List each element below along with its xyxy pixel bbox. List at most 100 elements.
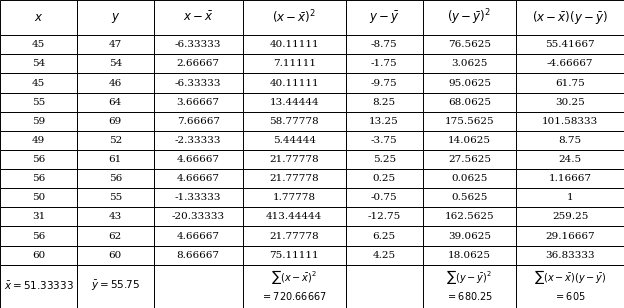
Text: 8.75: 8.75: [558, 136, 582, 145]
Text: 58.77778: 58.77778: [270, 117, 319, 126]
Bar: [243, 112, 346, 131]
Text: 50: 50: [32, 193, 45, 202]
Bar: [516, 265, 624, 308]
Bar: [0, 207, 77, 226]
Text: $\sum(x-\bar{x})(y-\bar{y})$: $\sum(x-\bar{x})(y-\bar{y})$: [534, 268, 607, 286]
Bar: [516, 74, 624, 93]
Bar: [422, 150, 516, 169]
Bar: [243, 150, 346, 169]
Bar: [154, 188, 243, 207]
Bar: [77, 188, 154, 207]
Text: -4.66667: -4.66667: [547, 59, 593, 68]
Bar: [77, 131, 154, 150]
Bar: [422, 226, 516, 245]
Bar: [243, 74, 346, 93]
Text: $y$: $y$: [110, 10, 120, 25]
Bar: [77, 150, 154, 169]
Text: 40.11111: 40.11111: [270, 40, 319, 49]
Text: 21.77778: 21.77778: [270, 232, 319, 241]
Text: 3.66667: 3.66667: [177, 98, 220, 107]
Text: $=680.25$: $=680.25$: [446, 290, 493, 302]
Bar: [422, 188, 516, 207]
Text: 4.66667: 4.66667: [177, 174, 220, 183]
Bar: [243, 54, 346, 74]
Bar: [77, 112, 154, 131]
Text: 18.0625: 18.0625: [448, 251, 491, 260]
Bar: [154, 265, 243, 308]
Bar: [516, 35, 624, 54]
Text: 21.77778: 21.77778: [270, 155, 319, 164]
Text: 4.25: 4.25: [373, 251, 396, 260]
Text: 31: 31: [32, 213, 45, 221]
Bar: [243, 226, 346, 245]
Text: 52: 52: [109, 136, 122, 145]
Bar: [422, 35, 516, 54]
Text: 413.44444: 413.44444: [266, 213, 323, 221]
Text: 47: 47: [109, 40, 122, 49]
Bar: [77, 207, 154, 226]
Bar: [0, 265, 77, 308]
Text: $x$: $x$: [34, 11, 43, 24]
Text: 1.77778: 1.77778: [273, 193, 316, 202]
Bar: [154, 0, 243, 35]
Text: -2.33333: -2.33333: [175, 136, 222, 145]
Bar: [243, 245, 346, 265]
Text: 61: 61: [109, 155, 122, 164]
Text: 46: 46: [109, 79, 122, 87]
Text: 29.16667: 29.16667: [545, 232, 595, 241]
Text: 56: 56: [32, 232, 45, 241]
Bar: [422, 74, 516, 93]
Bar: [77, 0, 154, 35]
Bar: [346, 150, 422, 169]
Text: 55.41667: 55.41667: [545, 40, 595, 49]
Bar: [0, 93, 77, 112]
Text: -6.33333: -6.33333: [175, 40, 222, 49]
Bar: [154, 245, 243, 265]
Bar: [154, 169, 243, 188]
Bar: [0, 169, 77, 188]
Text: 95.0625: 95.0625: [448, 79, 491, 87]
Text: -8.75: -8.75: [371, 40, 397, 49]
Text: $\bar{y}=55.75$: $\bar{y}=55.75$: [90, 279, 140, 294]
Bar: [516, 188, 624, 207]
Bar: [154, 207, 243, 226]
Bar: [77, 169, 154, 188]
Text: 54: 54: [109, 59, 122, 68]
Bar: [0, 74, 77, 93]
Bar: [422, 245, 516, 265]
Text: 5.44444: 5.44444: [273, 136, 316, 145]
Text: 13.44444: 13.44444: [270, 98, 319, 107]
Bar: [243, 169, 346, 188]
Text: $x-\bar{x}$: $x-\bar{x}$: [183, 11, 213, 24]
Text: $(y-\bar{y})^2$: $(y-\bar{y})^2$: [447, 8, 492, 27]
Text: -0.75: -0.75: [371, 193, 397, 202]
Bar: [243, 131, 346, 150]
Bar: [516, 54, 624, 74]
Text: -3.75: -3.75: [371, 136, 397, 145]
Bar: [154, 150, 243, 169]
Bar: [346, 54, 422, 74]
Bar: [346, 245, 422, 265]
Text: $\bar{x}=51.33333$: $\bar{x}=51.33333$: [4, 280, 73, 292]
Bar: [154, 74, 243, 93]
Bar: [77, 74, 154, 93]
Bar: [77, 93, 154, 112]
Bar: [516, 93, 624, 112]
Bar: [154, 54, 243, 74]
Text: 61.75: 61.75: [555, 79, 585, 87]
Text: 175.5625: 175.5625: [444, 117, 494, 126]
Text: 4.66667: 4.66667: [177, 155, 220, 164]
Text: -1.33333: -1.33333: [175, 193, 222, 202]
Text: 56: 56: [32, 155, 45, 164]
Text: 2.66667: 2.66667: [177, 59, 220, 68]
Bar: [0, 226, 77, 245]
Bar: [154, 112, 243, 131]
Text: 5.25: 5.25: [373, 155, 396, 164]
Bar: [346, 265, 422, 308]
Bar: [346, 226, 422, 245]
Text: 55: 55: [109, 193, 122, 202]
Text: -9.75: -9.75: [371, 79, 397, 87]
Bar: [0, 188, 77, 207]
Text: 8.66667: 8.66667: [177, 251, 220, 260]
Text: 101.58333: 101.58333: [542, 117, 598, 126]
